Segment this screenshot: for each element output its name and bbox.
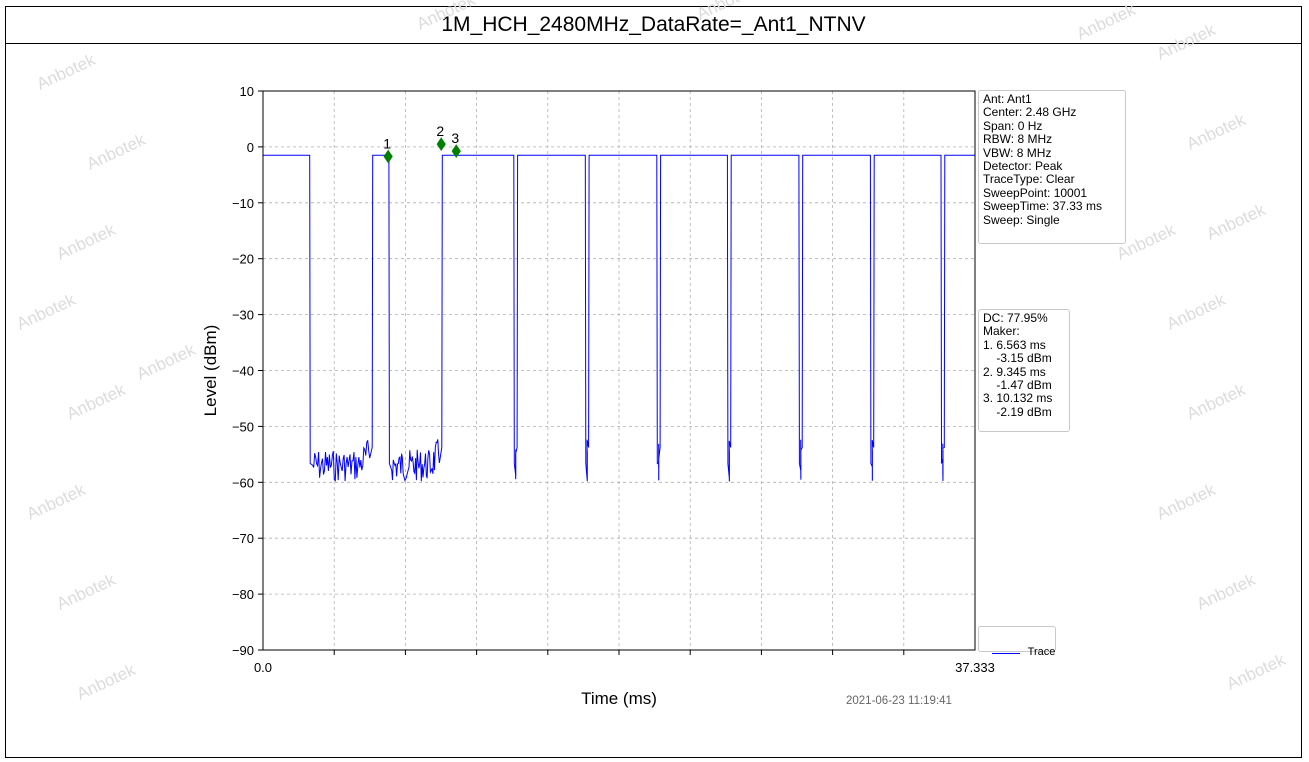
- watermark-text: Anbotek: [1194, 570, 1259, 614]
- page-title: 1M_HCH_2480MHz_DataRate=_Ant1_NTNV: [6, 7, 1301, 44]
- watermark-text: Anbotek: [74, 660, 139, 704]
- marker-info-line: 3. 10.132 ms: [983, 391, 1053, 406]
- settings-line: Center: 2.48 GHz: [983, 105, 1077, 120]
- watermark-text: Anbotek: [414, 0, 479, 34]
- marker-info-line: -3.15 dBm: [983, 351, 1052, 366]
- marker-label: 3: [451, 130, 459, 146]
- watermark-text: Anbotek: [1154, 20, 1219, 64]
- marker-info-line: Maker:: [983, 324, 1020, 339]
- settings-line: SweepPoint: 10001: [983, 185, 1088, 200]
- trace-line: [263, 154, 975, 482]
- watermark-text: Anbotek: [84, 130, 149, 174]
- marker-label: 2: [436, 123, 444, 139]
- y-tick-label: −40: [232, 364, 254, 379]
- y-tick-label: −90: [232, 643, 254, 658]
- marker-info-line: 1. 6.563 ms: [983, 337, 1046, 352]
- watermark-text: Anbotek: [1164, 290, 1229, 334]
- watermark-text: Anbotek: [14, 290, 79, 334]
- y-tick-label: −70: [232, 531, 254, 546]
- y-tick-label: −10: [232, 196, 254, 211]
- marker-info-line: DC: 77.95%: [983, 311, 1048, 325]
- marker-info-line: -1.47 dBm: [983, 378, 1052, 393]
- x-tick-label: 37.333: [955, 660, 995, 675]
- y-tick-label: −80: [232, 587, 254, 602]
- watermark-text: Anbotek: [1204, 200, 1269, 244]
- x-tick-label: 0.0: [254, 660, 272, 675]
- y-tick-label: −50: [232, 419, 254, 434]
- marker-info-line: 2. 9.345 ms: [983, 364, 1046, 379]
- marker-label: 1: [383, 136, 391, 152]
- marker-point: [451, 144, 461, 159]
- watermark-text: Anbotek: [134, 340, 199, 384]
- settings-line: Ant: Ant1: [983, 92, 1032, 106]
- marker-point: [383, 149, 393, 164]
- watermark-text: Anbotek: [1184, 380, 1249, 424]
- report-frame: 1M_HCH_2480MHz_DataRate=_Ant1_NTNV: [5, 6, 1302, 758]
- legend-trace-swatch: [991, 652, 1020, 654]
- watermark-text: Anbotek: [54, 570, 119, 614]
- y-tick-label: 0: [247, 140, 254, 155]
- watermark-text: Anbotek: [24, 480, 89, 524]
- watermark-text: Anbotek: [34, 50, 99, 94]
- watermark-text: Anbotek: [54, 220, 119, 264]
- settings-line: Detector: Peak: [983, 159, 1063, 174]
- settings-line: TraceType: Clear: [983, 172, 1075, 187]
- y-tick-label: 10: [240, 84, 254, 99]
- y-axis-label: Level (dBm): [201, 325, 220, 417]
- timestamp: 2021-06-23 11:19:41: [846, 695, 952, 707]
- x-axis-label: Time (ms): [581, 689, 657, 708]
- watermark-text: Anbotek: [1074, 0, 1139, 44]
- settings-box: Ant: Ant1 Center: 2.48 GHz Span: 0 Hz RBW: …: [978, 90, 1126, 244]
- watermark-text: Anbotek: [1224, 650, 1289, 694]
- legend: Trace: [978, 626, 1056, 659]
- watermark-text: Anbotek: [1154, 480, 1219, 524]
- settings-line: Span: 0 Hz: [983, 118, 1043, 133]
- y-tick-label: −60: [232, 475, 254, 490]
- y-tick-label: −20: [232, 252, 254, 267]
- settings-line: Sweep: Single: [983, 212, 1060, 227]
- marker-info-box: DC: 77.95% Maker: 1. 6.563 ms -3.15 dBm 2. …: [978, 309, 1070, 432]
- settings-line: VBW: 8 MHz: [983, 145, 1052, 160]
- settings-line: SweepTime: 37.33 ms: [983, 199, 1102, 214]
- watermark-text: Anbotek: [64, 380, 129, 424]
- y-tick-label: −30: [232, 308, 254, 323]
- legend-trace-label: Trace: [1027, 646, 1056, 659]
- marker-info-line: -2.19 dBm: [983, 404, 1052, 419]
- watermark-text: Anbotek: [694, 0, 759, 24]
- settings-line: RBW: 8 MHz: [983, 132, 1053, 147]
- watermark-text: Anbotek: [1184, 110, 1249, 154]
- marker-point: [436, 137, 446, 152]
